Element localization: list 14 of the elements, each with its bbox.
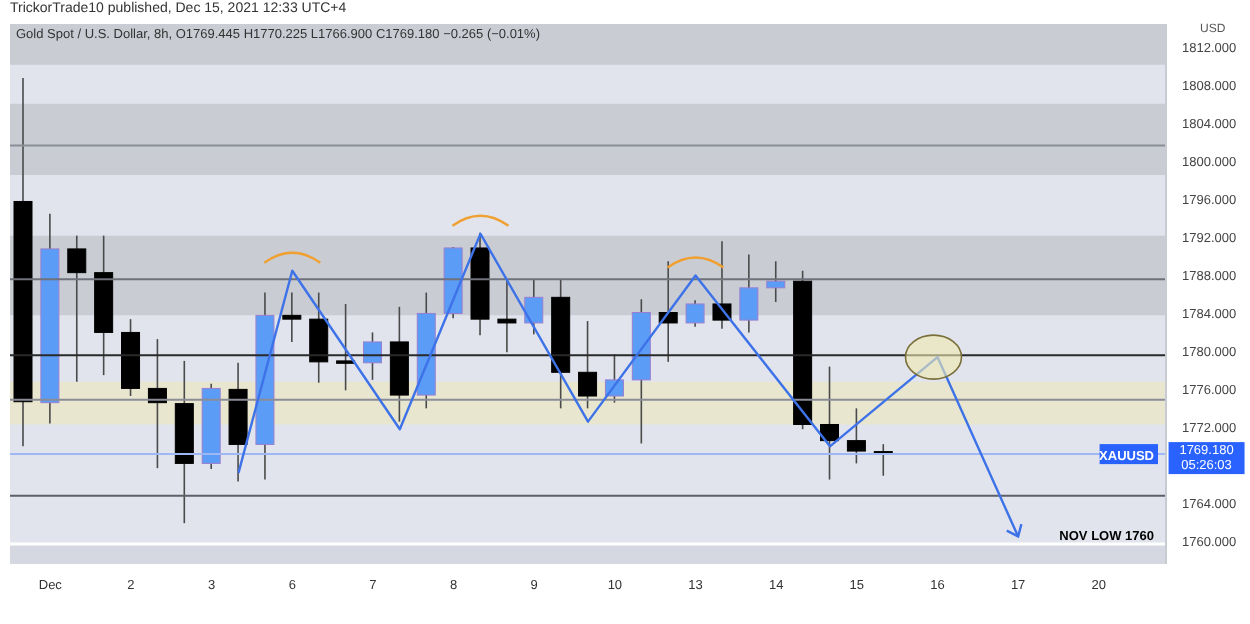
candlestick [578, 320, 598, 410]
candlestick [309, 291, 329, 384]
candlestick [846, 407, 866, 465]
line-series [237, 232, 1020, 538]
candlestick [685, 299, 705, 328]
candlestick [766, 260, 786, 303]
candlestick [739, 253, 759, 334]
candlestick [524, 278, 544, 336]
candlestick [336, 303, 356, 392]
candlestick [497, 278, 517, 354]
candlestick [282, 291, 302, 343]
candlestick [820, 365, 840, 481]
candlestick [362, 331, 382, 381]
candlestick [67, 234, 87, 383]
